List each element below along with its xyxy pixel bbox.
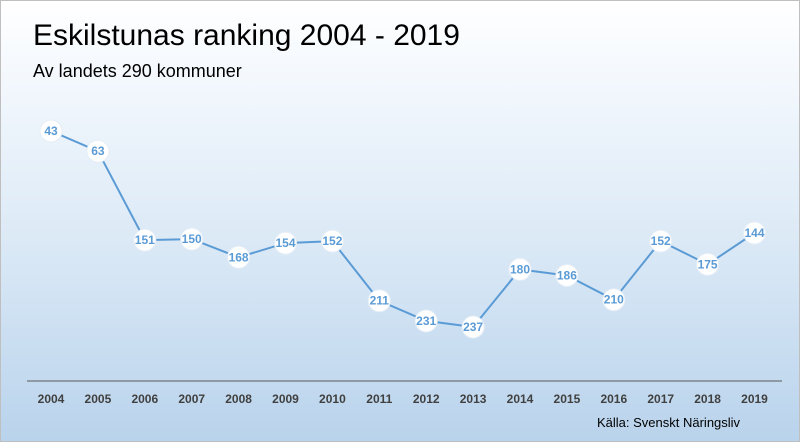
x-tick-label: 2012 bbox=[413, 392, 440, 406]
x-tick-label: 2014 bbox=[507, 392, 534, 406]
data-label: 43 bbox=[44, 124, 58, 138]
chart-subtitle: Av landets 290 kommuner bbox=[33, 61, 242, 81]
data-label: 186 bbox=[557, 268, 577, 282]
data-label: 154 bbox=[275, 236, 295, 250]
series-line bbox=[50, 130, 756, 328]
chart-title: Eskilstunas ranking 2004 - 2019 bbox=[33, 19, 460, 52]
data-point bbox=[696, 252, 720, 276]
data-label: 152 bbox=[322, 234, 342, 248]
x-tick-label: 2015 bbox=[554, 392, 581, 406]
x-tick-label: 2016 bbox=[600, 392, 627, 406]
data-point bbox=[414, 309, 438, 333]
data-point bbox=[320, 229, 344, 253]
data-point bbox=[461, 315, 485, 339]
x-tick-label: 2017 bbox=[647, 392, 674, 406]
data-label: 168 bbox=[229, 250, 249, 264]
data-label: 151 bbox=[135, 233, 155, 247]
data-point bbox=[602, 288, 626, 312]
data-label: 63 bbox=[91, 144, 105, 158]
data-point bbox=[86, 139, 110, 163]
data-label: 211 bbox=[370, 294, 390, 308]
x-tick-label: 2004 bbox=[38, 392, 65, 406]
data-label: 180 bbox=[510, 262, 530, 276]
data-label: 152 bbox=[651, 234, 671, 248]
data-point bbox=[227, 245, 251, 269]
x-tick-label: 2019 bbox=[741, 392, 768, 406]
x-tick-label: 2006 bbox=[131, 392, 158, 406]
x-tick-label: 2018 bbox=[694, 392, 721, 406]
data-point bbox=[367, 289, 391, 313]
data-label: 231 bbox=[416, 314, 436, 328]
data-point bbox=[555, 263, 579, 287]
x-tick-label: 2013 bbox=[460, 392, 487, 406]
x-tick-label: 2009 bbox=[272, 392, 299, 406]
source-note: Källa: Svenskt Näringsliv bbox=[597, 415, 741, 430]
data-label: 210 bbox=[604, 293, 624, 307]
data-label: 150 bbox=[182, 232, 202, 246]
data-label: 144 bbox=[744, 226, 764, 240]
data-point bbox=[274, 231, 297, 255]
data-point bbox=[133, 228, 157, 252]
data-point bbox=[180, 227, 204, 251]
data-point bbox=[39, 119, 63, 143]
data-label: 175 bbox=[698, 257, 718, 271]
x-tick-label: 2007 bbox=[178, 392, 205, 406]
data-point bbox=[508, 257, 532, 281]
data-label: 237 bbox=[463, 320, 483, 334]
x-tick-label: 2010 bbox=[319, 392, 346, 406]
data-point bbox=[743, 221, 766, 245]
data-point bbox=[649, 229, 673, 253]
x-tick-label: 2005 bbox=[85, 392, 112, 406]
x-tick-label: 2008 bbox=[225, 392, 252, 406]
x-tick-label: 2011 bbox=[366, 392, 392, 406]
